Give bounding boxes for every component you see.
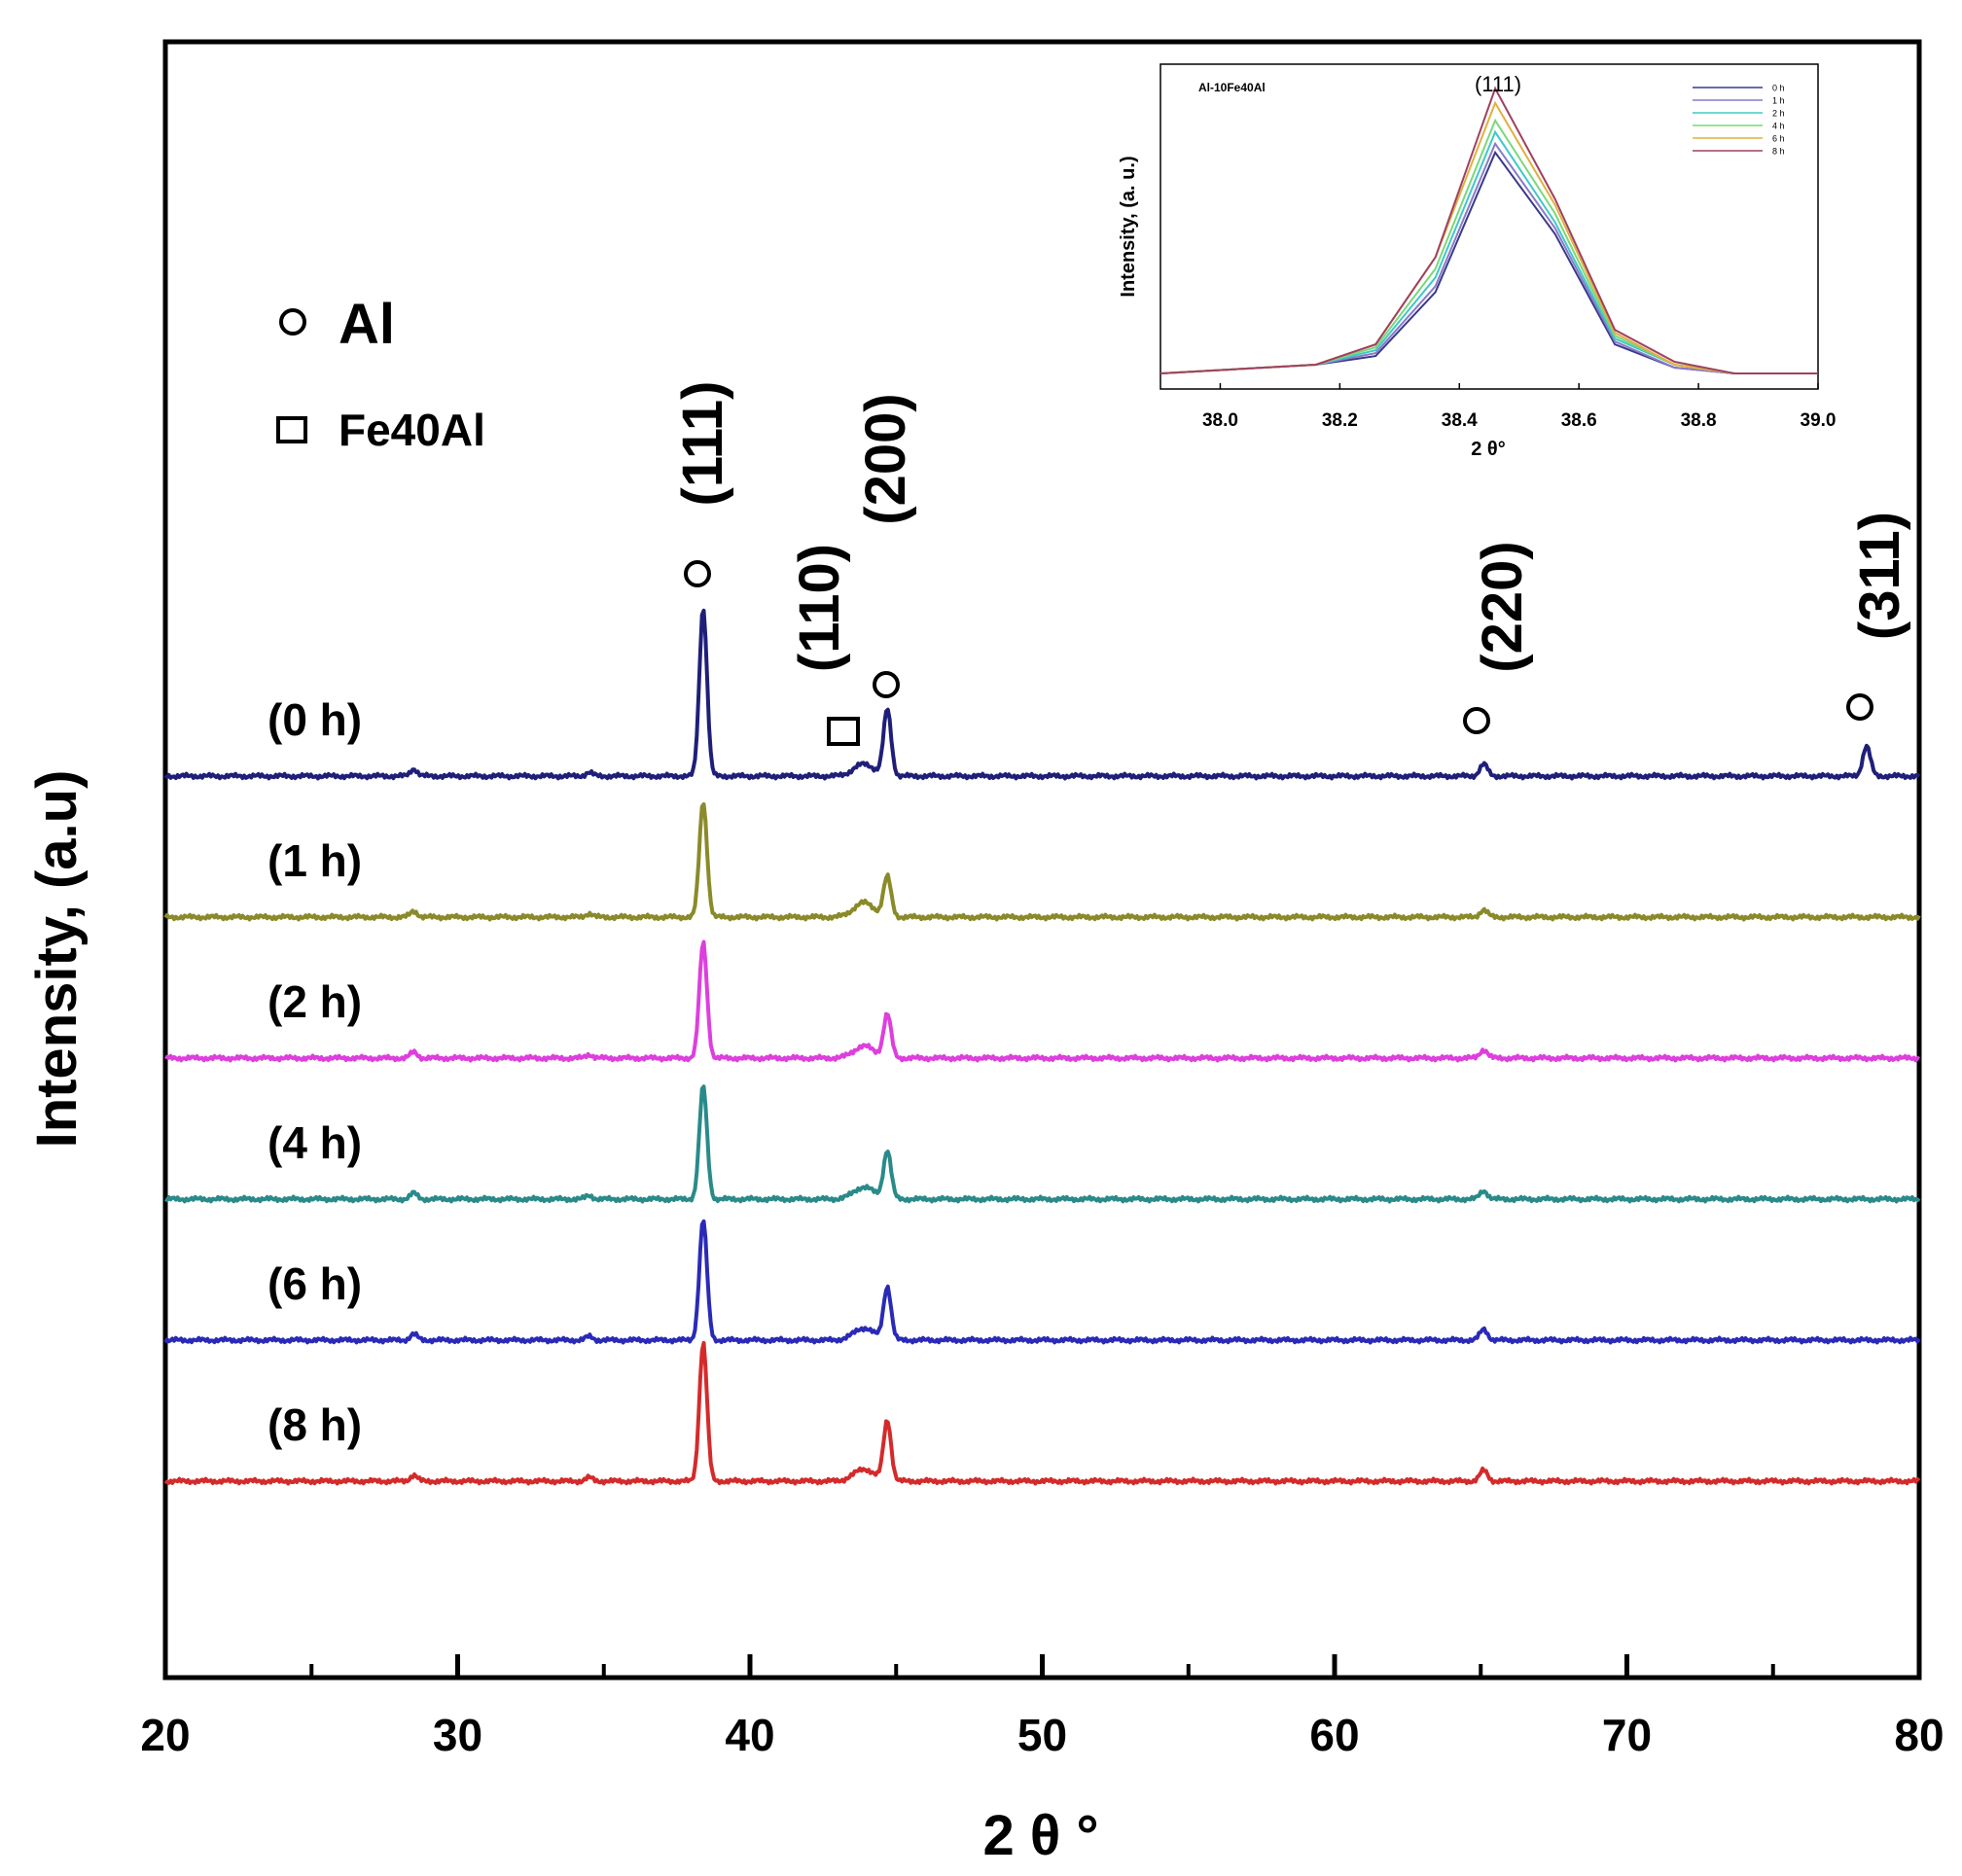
- main-peak-labels: (111) (110)(200) (220) (311): [671, 381, 1911, 746]
- inset-title: Al-10Fe40Al: [1198, 81, 1266, 94]
- series-line-6h: [163, 1219, 1921, 1345]
- series-line-1h: [163, 802, 1921, 922]
- main-x-axis-title: 2 θ °: [982, 1804, 1098, 1867]
- inset-x-axis-ticks: 38.0 38.2 38.4 38.6 38.8 39.0: [1202, 383, 1837, 431]
- inset-series-line: [1159, 141, 1818, 374]
- legend-al-marker: [279, 308, 306, 336]
- peak-marker-al: [1846, 693, 1873, 721]
- inset-x-tick-label: 38.6: [1561, 410, 1597, 431]
- peak-label: (110): [788, 544, 851, 672]
- main-x-axis-ticks: 20 30 40 50 60 70 80: [140, 1654, 1944, 1760]
- inset-legend: 0 h 1 h 2 h 4 h 6 h 8 h: [1693, 84, 1785, 157]
- peak-label: (220): [1471, 541, 1534, 672]
- inset-x-tick-label: 38.8: [1681, 410, 1717, 431]
- inset-y-axis-title: Intensity, (a. u.): [1118, 156, 1139, 297]
- main-series-labels: (0 h) (1 h) (2 h) (4 h) (6 h) (8 h): [268, 694, 362, 1450]
- series-line-4h: [163, 1084, 1921, 1204]
- inset-x-tick-label: 39.0: [1801, 410, 1837, 431]
- main-x-tick-label: 30: [433, 1710, 482, 1760]
- peak-label: (200): [854, 393, 917, 524]
- series-label: (2 h): [268, 976, 362, 1027]
- legend-fe40al-label: Fe40Al: [339, 405, 485, 455]
- series-line-0h: [163, 608, 1921, 781]
- peak-marker-al: [1463, 707, 1490, 734]
- inset-legend-label: 0 h: [1772, 84, 1785, 93]
- inset-peak-label: (111): [1475, 72, 1521, 96]
- series-label: (0 h): [268, 694, 362, 745]
- series-line-2h: [164, 939, 1920, 1063]
- inset-legend-label: 4 h: [1772, 122, 1785, 131]
- main-legend: Al Fe40Al: [276, 293, 485, 455]
- peak-marker-al: [873, 671, 900, 698]
- inset-series-group: [1159, 86, 1818, 374]
- inset-legend-label: 6 h: [1772, 134, 1785, 144]
- peak-label: (111): [671, 381, 734, 507]
- main-x-tick-label: 50: [1017, 1710, 1067, 1760]
- peak-label: (311): [1848, 512, 1911, 640]
- series-label: (1 h): [268, 835, 362, 886]
- peak-marker-fe40al: [827, 717, 860, 746]
- main-y-axis-title: Intensity, (a.u): [25, 770, 89, 1149]
- peak-marker-al: [684, 560, 711, 587]
- main-x-tick-label: 40: [725, 1710, 774, 1760]
- series-label: (8 h): [268, 1399, 362, 1450]
- inset-x-tick-label: 38.4: [1442, 410, 1478, 431]
- main-x-tick-label: 20: [140, 1710, 190, 1760]
- inset-x-tick-label: 38.0: [1202, 410, 1238, 431]
- series-label: (6 h): [268, 1258, 362, 1309]
- inset-legend-label: 2 h: [1772, 109, 1785, 119]
- legend-fe40al-marker: [276, 416, 307, 443]
- inset-series-line: [1159, 86, 1818, 374]
- main-series-group: [163, 608, 1921, 1486]
- inset-chart: 38.0 38.2 38.4 38.6 38.8 39.0 0 h 1 h 2 h 4 h 6 h…: [1118, 63, 1837, 460]
- inset-x-tick-label: 38.2: [1322, 410, 1358, 431]
- inset-legend-label: 8 h: [1772, 147, 1785, 157]
- main-x-tick-label: 60: [1309, 1710, 1359, 1760]
- main-x-tick-label: 80: [1894, 1710, 1944, 1760]
- inset-x-axis-title: 2 θ°: [1471, 439, 1506, 460]
- legend-al-label: Al: [339, 293, 395, 356]
- main-x-tick-label: 70: [1602, 1710, 1652, 1760]
- series-line-8h: [163, 1340, 1921, 1486]
- series-label: (4 h): [268, 1117, 362, 1168]
- inset-legend-label: 1 h: [1772, 96, 1785, 106]
